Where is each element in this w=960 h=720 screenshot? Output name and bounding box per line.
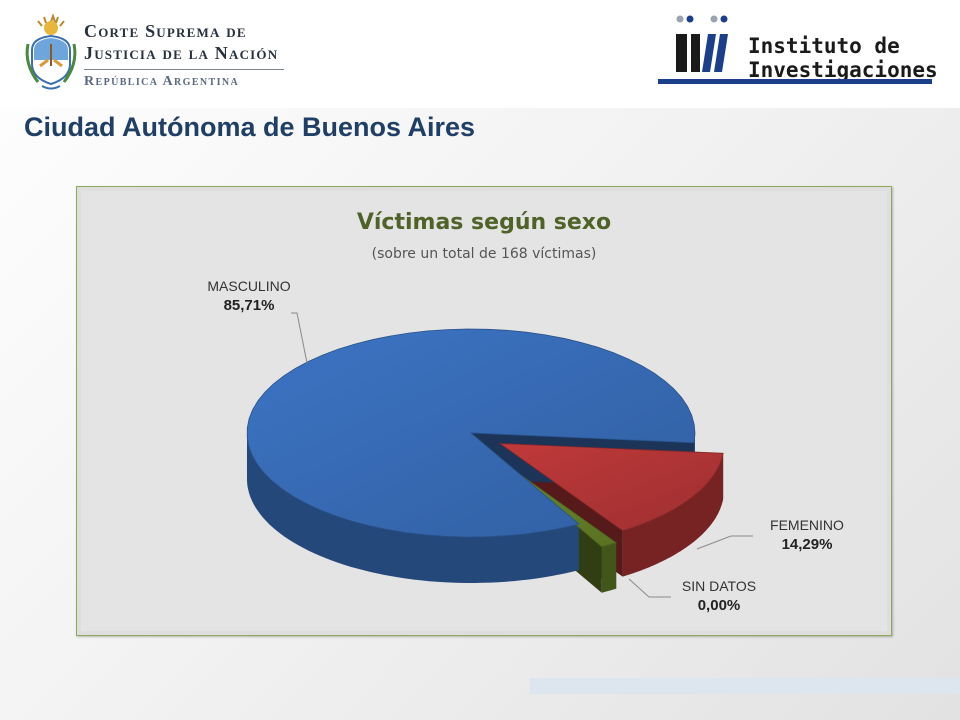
chart-area: Víctimas según sexo (sobre un total de 16… [81, 191, 887, 631]
label-masculino: MASCULINO [207, 278, 290, 294]
institute-logo: Instituto de Investigaciones [658, 12, 938, 92]
csjn-line3: República Argentina [84, 74, 240, 89]
footer-bar [530, 678, 960, 694]
leader-line-masculino [291, 312, 308, 364]
pie-chart: Víctimas según sexo (sobre un total de 16… [207, 210, 844, 614]
coat-of-arms-icon [25, 12, 77, 90]
label-sin-datos: SIN DATOS [682, 578, 756, 594]
label-femenino: FEMENINO [770, 517, 844, 533]
csjn-name: Corte Suprema de Justicia de la Nación R… [84, 20, 284, 90]
slice-side-femenino-0 [622, 453, 724, 577]
slice-side-masculino-0 [247, 433, 579, 583]
csjn-line2: Justicia de la Nación [84, 43, 279, 63]
csjn-divider [84, 69, 284, 70]
pie-slice-masculino [246, 328, 696, 538]
leader-line-sin-datos [628, 578, 671, 598]
institute-monogram-icon [676, 15, 728, 72]
institute-name: Instituto de Investigaciones [748, 34, 938, 82]
chart-subtitle: (sobre un total de 168 víctimas) [372, 246, 597, 262]
pie-slice-femenino [498, 443, 724, 532]
chart-frame: Víctimas según sexo (sobre un total de 16… [76, 186, 892, 636]
value-label-sin-datos: 0,00% [698, 597, 741, 614]
value-label-femenino: 14,29% [782, 536, 833, 553]
csjn-logo: Corte Suprema de Justicia de la Nación R… [22, 12, 292, 94]
value-label-masculino: 85,71% [224, 297, 275, 314]
csjn-line1: Corte Suprema de [84, 21, 247, 41]
chart-title: Víctimas según sexo [357, 210, 611, 235]
slice-side-sin-datos-0 [601, 542, 617, 593]
institute-line2: Investigaciones [748, 58, 938, 82]
institute-line1: Instituto de [748, 34, 900, 58]
header-band: Corte Suprema de Justicia de la Nación R… [0, 0, 960, 108]
institute-underline [658, 79, 932, 84]
page-title: Ciudad Autónoma de Buenos Aires [24, 112, 476, 142]
leader-line-femenino [696, 535, 753, 550]
